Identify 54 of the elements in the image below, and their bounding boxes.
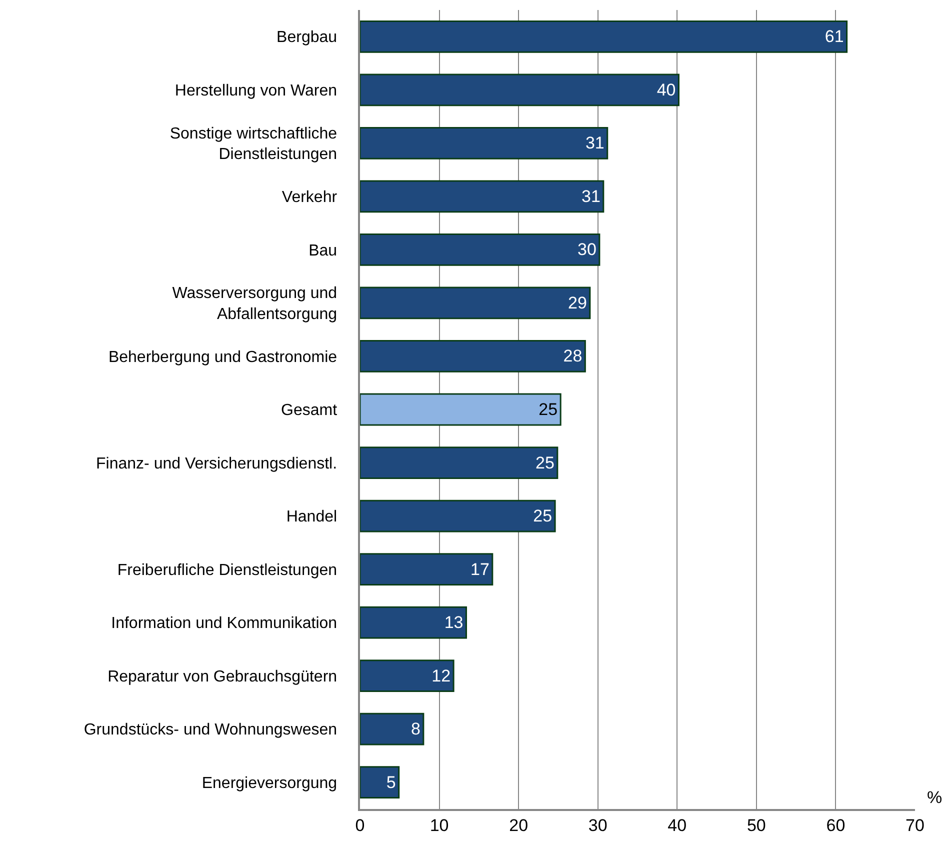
x-tick-label: 50: [746, 816, 766, 836]
data-label: 31: [585, 134, 604, 153]
y-tick-label: Energieversorgung: [202, 774, 338, 792]
data-label: 31: [581, 186, 600, 206]
y-tick-label: Handel: [286, 508, 338, 526]
bar: [360, 500, 556, 532]
y-tick-label: Finanz- und Versicherungsdienstl.: [96, 455, 338, 472]
y-tick-label: Sonstige wirtschaftliche Dienstleistungen: [170, 125, 338, 164]
y-tick-label: Bergbau: [276, 29, 338, 46]
data-label: 30: [578, 240, 596, 260]
bar: [360, 20, 848, 53]
bar: [360, 180, 604, 213]
y-tick-label: Gesamt: [281, 402, 338, 420]
y-tick-label: Information und Kommunikation: [111, 615, 338, 632]
bar: [360, 126, 608, 160]
y-tick-label: Grundstücks- und Wohnungswesen: [84, 722, 338, 739]
y-tick-label: Bau: [308, 242, 338, 260]
y-tick-label: Reparatur von Gebrauchsgütern: [108, 668, 338, 686]
bar: [360, 340, 586, 372]
y-tick-label: Beherbergung und Gastronomie: [108, 348, 338, 366]
data-label: 61: [824, 27, 844, 46]
data-label: 12: [432, 666, 451, 686]
y-tick-label: Verkehr: [282, 189, 338, 206]
bar: [360, 553, 494, 586]
y-tick-label: Freiberufliche Dienstleistungen: [117, 562, 338, 579]
bar: [360, 286, 591, 320]
y-tick-label: Wasserversorgung und Abfallentsorgung: [172, 285, 338, 323]
data-label: 17: [470, 560, 490, 579]
data-label: 13: [444, 613, 464, 632]
x-tick-label: 70: [906, 816, 924, 836]
bar: [360, 660, 454, 692]
data-label: 25: [538, 400, 558, 419]
x-tick-label: 40: [668, 816, 687, 836]
bar: [360, 606, 467, 639]
data-label: 25: [533, 506, 552, 526]
x-tick-label: 30: [588, 816, 608, 836]
bar: [360, 74, 680, 106]
bar: [360, 393, 562, 426]
data-label: 40: [656, 80, 676, 100]
x-tick-label: 20: [509, 816, 528, 836]
x-axis-title: %: [927, 788, 942, 807]
y-tick-label: Herstellung von Waren: [174, 82, 338, 100]
bar: [360, 766, 400, 799]
bar: [360, 234, 600, 266]
x-tick-label: 60: [826, 816, 846, 836]
bar: [360, 712, 424, 746]
data-label: 28: [563, 346, 582, 366]
data-label: 29: [568, 293, 587, 312]
bar: [360, 446, 558, 479]
data-label: 5: [386, 772, 396, 792]
x-tick-label: 0: [355, 816, 365, 836]
x-tick-label: 10: [430, 816, 449, 836]
data-label: 25: [536, 453, 554, 472]
data-label: 8: [410, 720, 420, 739]
